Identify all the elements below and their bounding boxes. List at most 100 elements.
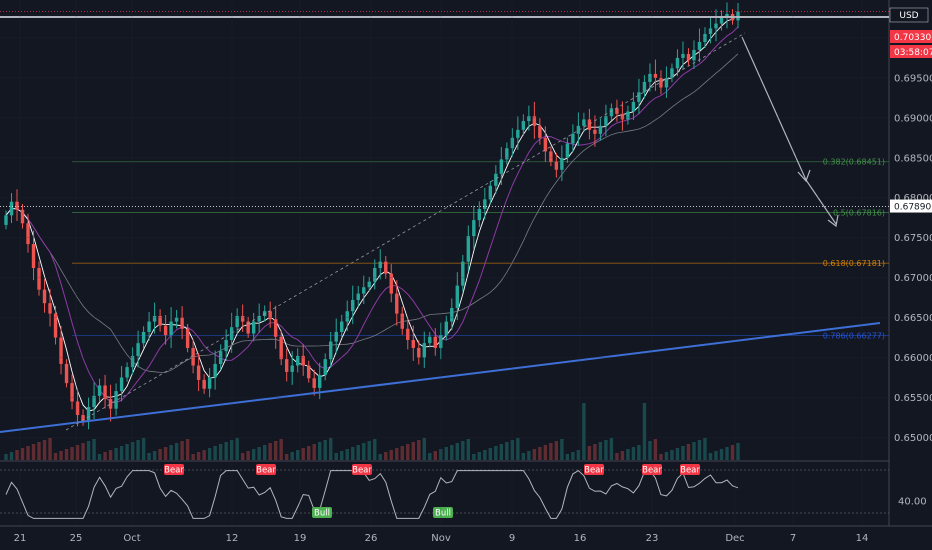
volume-bar	[26, 446, 30, 460]
volume-bar	[295, 450, 300, 460]
candle-body	[329, 341, 333, 360]
volume-bar	[637, 445, 641, 460]
volume-bar	[626, 449, 630, 460]
fast-ma-line	[5, 15, 739, 412]
last-price-tag: 0.70330	[894, 33, 931, 43]
volume-bar	[15, 450, 19, 460]
volume-bar	[158, 449, 162, 460]
candles	[4, 2, 740, 430]
volume-bar	[218, 444, 223, 460]
divergence-label: Bear	[642, 466, 662, 476]
volume-bar	[262, 445, 267, 460]
candle-body	[609, 108, 614, 117]
x-tick-label: 14	[856, 533, 869, 544]
candle-body	[218, 351, 223, 364]
candle-body	[334, 331, 338, 342]
arrow-head	[827, 214, 839, 228]
candle-body	[152, 315, 157, 322]
candle-body	[163, 325, 168, 336]
candle-body	[240, 315, 245, 322]
volume-bar	[191, 454, 195, 460]
volume-bar	[169, 445, 173, 460]
candle-body	[406, 328, 410, 340]
volume-bar	[367, 441, 371, 460]
divergence-label: Bear	[352, 466, 372, 476]
currency-label: USD	[899, 11, 918, 21]
bear-divergence-badge	[680, 464, 700, 475]
candle-body	[295, 355, 300, 366]
volume-bar	[340, 451, 344, 460]
y-tick-label: 0.65500	[894, 393, 932, 404]
divergence-label: Bull	[314, 509, 330, 519]
volume-bar	[378, 454, 382, 460]
candle-body	[505, 148, 509, 160]
volume-bar	[708, 453, 713, 460]
candle-body	[340, 321, 344, 332]
candle-body	[554, 161, 559, 170]
candle-body	[185, 328, 190, 348]
candle-body	[37, 268, 41, 290]
x-tick-label: Dec	[725, 533, 744, 544]
volume-bar	[543, 445, 548, 460]
volume-bar	[406, 444, 410, 460]
bear-divergence-badge	[164, 464, 184, 475]
candle-body	[4, 215, 8, 225]
divergence-label: Bear	[164, 466, 184, 476]
candle-body	[114, 391, 118, 409]
volume-bar	[86, 441, 91, 460]
slow-ma-line	[5, 26, 739, 404]
candle-body	[532, 116, 537, 126]
volume-bar	[411, 442, 415, 460]
volume-bar	[697, 440, 702, 460]
volume-bar	[444, 447, 449, 460]
volume-bar	[494, 446, 498, 460]
candle-body	[9, 201, 14, 216]
volume-bar	[108, 450, 113, 460]
candle-body	[174, 317, 179, 322]
candle-body	[664, 77, 669, 88]
volume-bar	[48, 438, 52, 460]
bear-divergence-badge	[584, 464, 604, 475]
candle-body	[130, 355, 135, 368]
bear-divergence-badge	[642, 464, 662, 475]
currency-tag-bg	[889, 7, 929, 23]
volume-bar	[180, 441, 184, 460]
candle-body	[389, 273, 393, 294]
candle-body	[631, 101, 636, 112]
volume-bar	[312, 444, 316, 460]
volume-bar	[681, 446, 685, 460]
x-tick-label: 19	[294, 533, 307, 544]
candle-body	[141, 331, 146, 344]
candle-body	[593, 129, 597, 134]
candle-body	[180, 317, 184, 329]
volume-bar	[81, 443, 85, 460]
candle-body	[648, 73, 652, 82]
candle-body	[345, 311, 349, 322]
candle-body	[626, 111, 630, 120]
volume-bar	[20, 448, 25, 460]
volume-bar	[417, 440, 421, 460]
volume-bar	[587, 446, 592, 460]
candle-body	[697, 41, 702, 50]
y-tick-label: 0.68000	[894, 193, 932, 204]
y-tick-label: 0.67000	[894, 273, 932, 284]
volume-bar	[483, 450, 487, 460]
candle-body	[637, 92, 641, 102]
volume-bar	[103, 452, 107, 460]
volume-bar	[42, 440, 47, 460]
divergence-label: Bull	[435, 509, 451, 519]
candle-body	[455, 285, 460, 308]
candle-body	[521, 121, 526, 130]
volume-bar	[730, 445, 735, 460]
volume-bar	[240, 453, 245, 460]
volume-bar	[202, 450, 206, 460]
volume-bar	[70, 447, 74, 460]
volume-bar	[400, 446, 404, 460]
volume-bar	[428, 453, 432, 460]
volume-bar	[329, 438, 333, 460]
y-tick-label: 0.66500	[894, 313, 932, 324]
candle-body	[549, 151, 553, 162]
volume-bar	[251, 449, 256, 460]
candle-body	[653, 73, 658, 78]
